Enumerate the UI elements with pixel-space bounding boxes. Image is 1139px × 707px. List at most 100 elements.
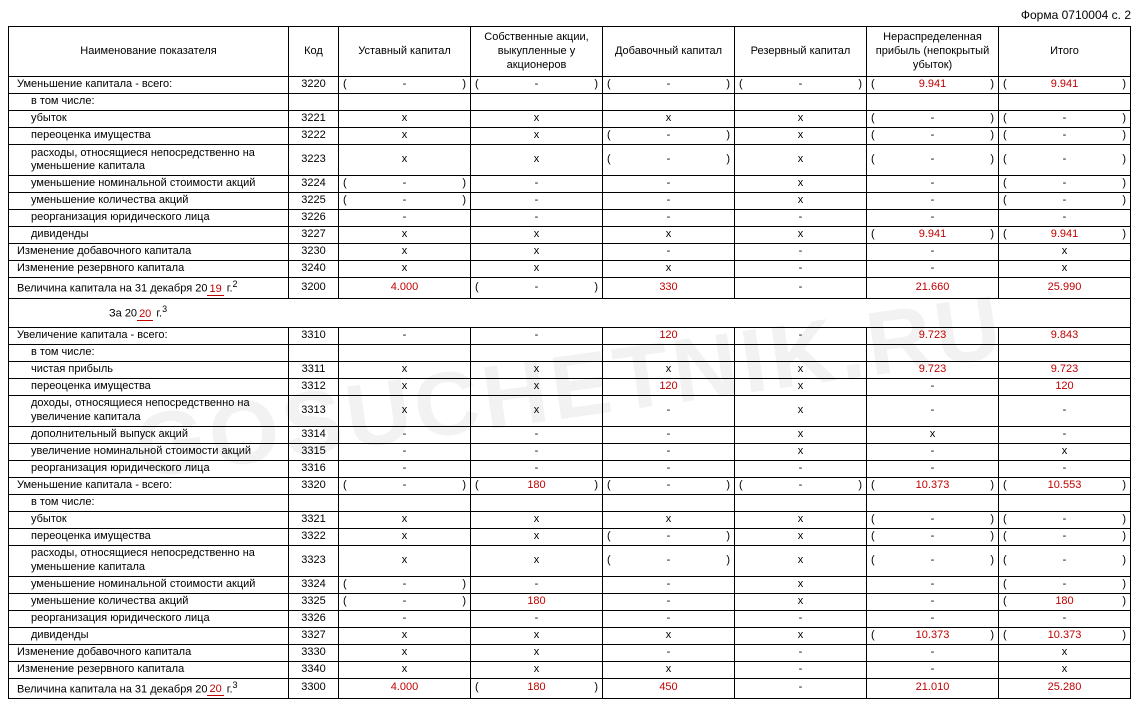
cell: х xyxy=(999,644,1131,661)
cell: - xyxy=(339,443,471,460)
cell: - xyxy=(999,426,1131,443)
row-name: Уменьшение капитала - всего: xyxy=(9,477,289,494)
cell: - xyxy=(999,460,1131,477)
cell: - xyxy=(471,443,603,460)
cell: - xyxy=(735,278,867,298)
cell: х xyxy=(735,145,867,176)
cell: - xyxy=(339,460,471,477)
cell: (-) xyxy=(339,193,471,210)
row-code: 3200 xyxy=(289,278,339,298)
table-row: в том числе: xyxy=(9,344,1131,361)
cell: (-) xyxy=(603,145,735,176)
cell: х xyxy=(735,528,867,545)
cell: х xyxy=(471,244,603,261)
cell: (-) xyxy=(603,477,735,494)
cell: (-) xyxy=(339,593,471,610)
cell: - xyxy=(603,395,735,426)
row-name: Уменьшение капитала - всего: xyxy=(9,77,289,94)
cell: х xyxy=(603,227,735,244)
cell: (180) xyxy=(471,678,603,698)
cell: - xyxy=(735,244,867,261)
table-row: За 2020 г.3 xyxy=(9,298,1131,327)
cell: - xyxy=(735,210,867,227)
cell: (9.941) xyxy=(999,227,1131,244)
row-name: Изменение добавочного капитала xyxy=(9,244,289,261)
cell: - xyxy=(603,443,735,460)
table-row: Изменение резервного капитала3240ххх--х xyxy=(9,261,1131,278)
cell: (-) xyxy=(339,77,471,94)
row-code: 3310 xyxy=(289,327,339,344)
table-row: увеличение номинальной стоимости акций33… xyxy=(9,443,1131,460)
cell: х xyxy=(471,661,603,678)
cell: - xyxy=(471,327,603,344)
row-code: 3227 xyxy=(289,227,339,244)
table-row: реорганизация юридического лица3316-----… xyxy=(9,460,1131,477)
cell: х xyxy=(735,627,867,644)
row-name: переоценка имущества xyxy=(9,128,289,145)
cell: - xyxy=(867,210,999,227)
cell: х xyxy=(339,395,471,426)
row-code: 3316 xyxy=(289,460,339,477)
row-code: 3230 xyxy=(289,244,339,261)
cell: х xyxy=(471,227,603,244)
row-code: 3221 xyxy=(289,111,339,128)
cell: х xyxy=(339,227,471,244)
row-code: 3325 xyxy=(289,593,339,610)
cell: х xyxy=(339,361,471,378)
cell: (9.941) xyxy=(867,77,999,94)
cell: - xyxy=(603,426,735,443)
row-code: 3324 xyxy=(289,576,339,593)
cell xyxy=(339,94,471,111)
row-code: 3240 xyxy=(289,261,339,278)
cell: - xyxy=(471,460,603,477)
cell: - xyxy=(471,576,603,593)
cell: (-) xyxy=(999,528,1131,545)
cell: - xyxy=(603,644,735,661)
cell: - xyxy=(603,193,735,210)
cell: х xyxy=(735,378,867,395)
cell: (-) xyxy=(999,111,1131,128)
cell xyxy=(339,494,471,511)
row-name: Изменение добавочного капитала xyxy=(9,644,289,661)
cell: х xyxy=(471,145,603,176)
cell: 25.280 xyxy=(999,678,1131,698)
cell: (-) xyxy=(339,477,471,494)
cell: - xyxy=(867,261,999,278)
row-code: 3312 xyxy=(289,378,339,395)
cell: х xyxy=(735,593,867,610)
cell: - xyxy=(603,593,735,610)
table-row: расходы, относящиеся непосредственно на … xyxy=(9,545,1131,576)
row-code: 3315 xyxy=(289,443,339,460)
cell: 450 xyxy=(603,678,735,698)
cell: х xyxy=(735,111,867,128)
row-code: 3300 xyxy=(289,678,339,698)
cell: - xyxy=(867,244,999,261)
cell: х xyxy=(999,261,1131,278)
header-row: Наименование показателя Код Уставный кап… xyxy=(9,27,1131,77)
row-name: реорганизация юридического лица xyxy=(9,210,289,227)
cell: 120 xyxy=(603,327,735,344)
row-name: убыток xyxy=(9,511,289,528)
table-row: убыток3221хххх(-)(-) xyxy=(9,111,1131,128)
cell xyxy=(471,344,603,361)
cell: х xyxy=(339,511,471,528)
cell: (-) xyxy=(603,77,735,94)
cell: - xyxy=(999,610,1131,627)
col-code: Код xyxy=(289,27,339,77)
cell: - xyxy=(471,610,603,627)
cell: - xyxy=(867,661,999,678)
table-row: реорганизация юридического лица3326-----… xyxy=(9,610,1131,627)
table-row: чистая прибыль3311хххх9.7239.723 xyxy=(9,361,1131,378)
row-code: 3322 xyxy=(289,528,339,545)
col-c4: Резервный капитал xyxy=(735,27,867,77)
cell: (-) xyxy=(867,145,999,176)
cell: 9.723 xyxy=(867,327,999,344)
cell: (-) xyxy=(867,545,999,576)
table-row: убыток3321хххх(-)(-) xyxy=(9,511,1131,528)
cell: х xyxy=(735,227,867,244)
cell: 21.010 xyxy=(867,678,999,698)
cell: х xyxy=(339,128,471,145)
cell xyxy=(867,494,999,511)
cell: (9.941) xyxy=(999,77,1131,94)
cell xyxy=(867,344,999,361)
